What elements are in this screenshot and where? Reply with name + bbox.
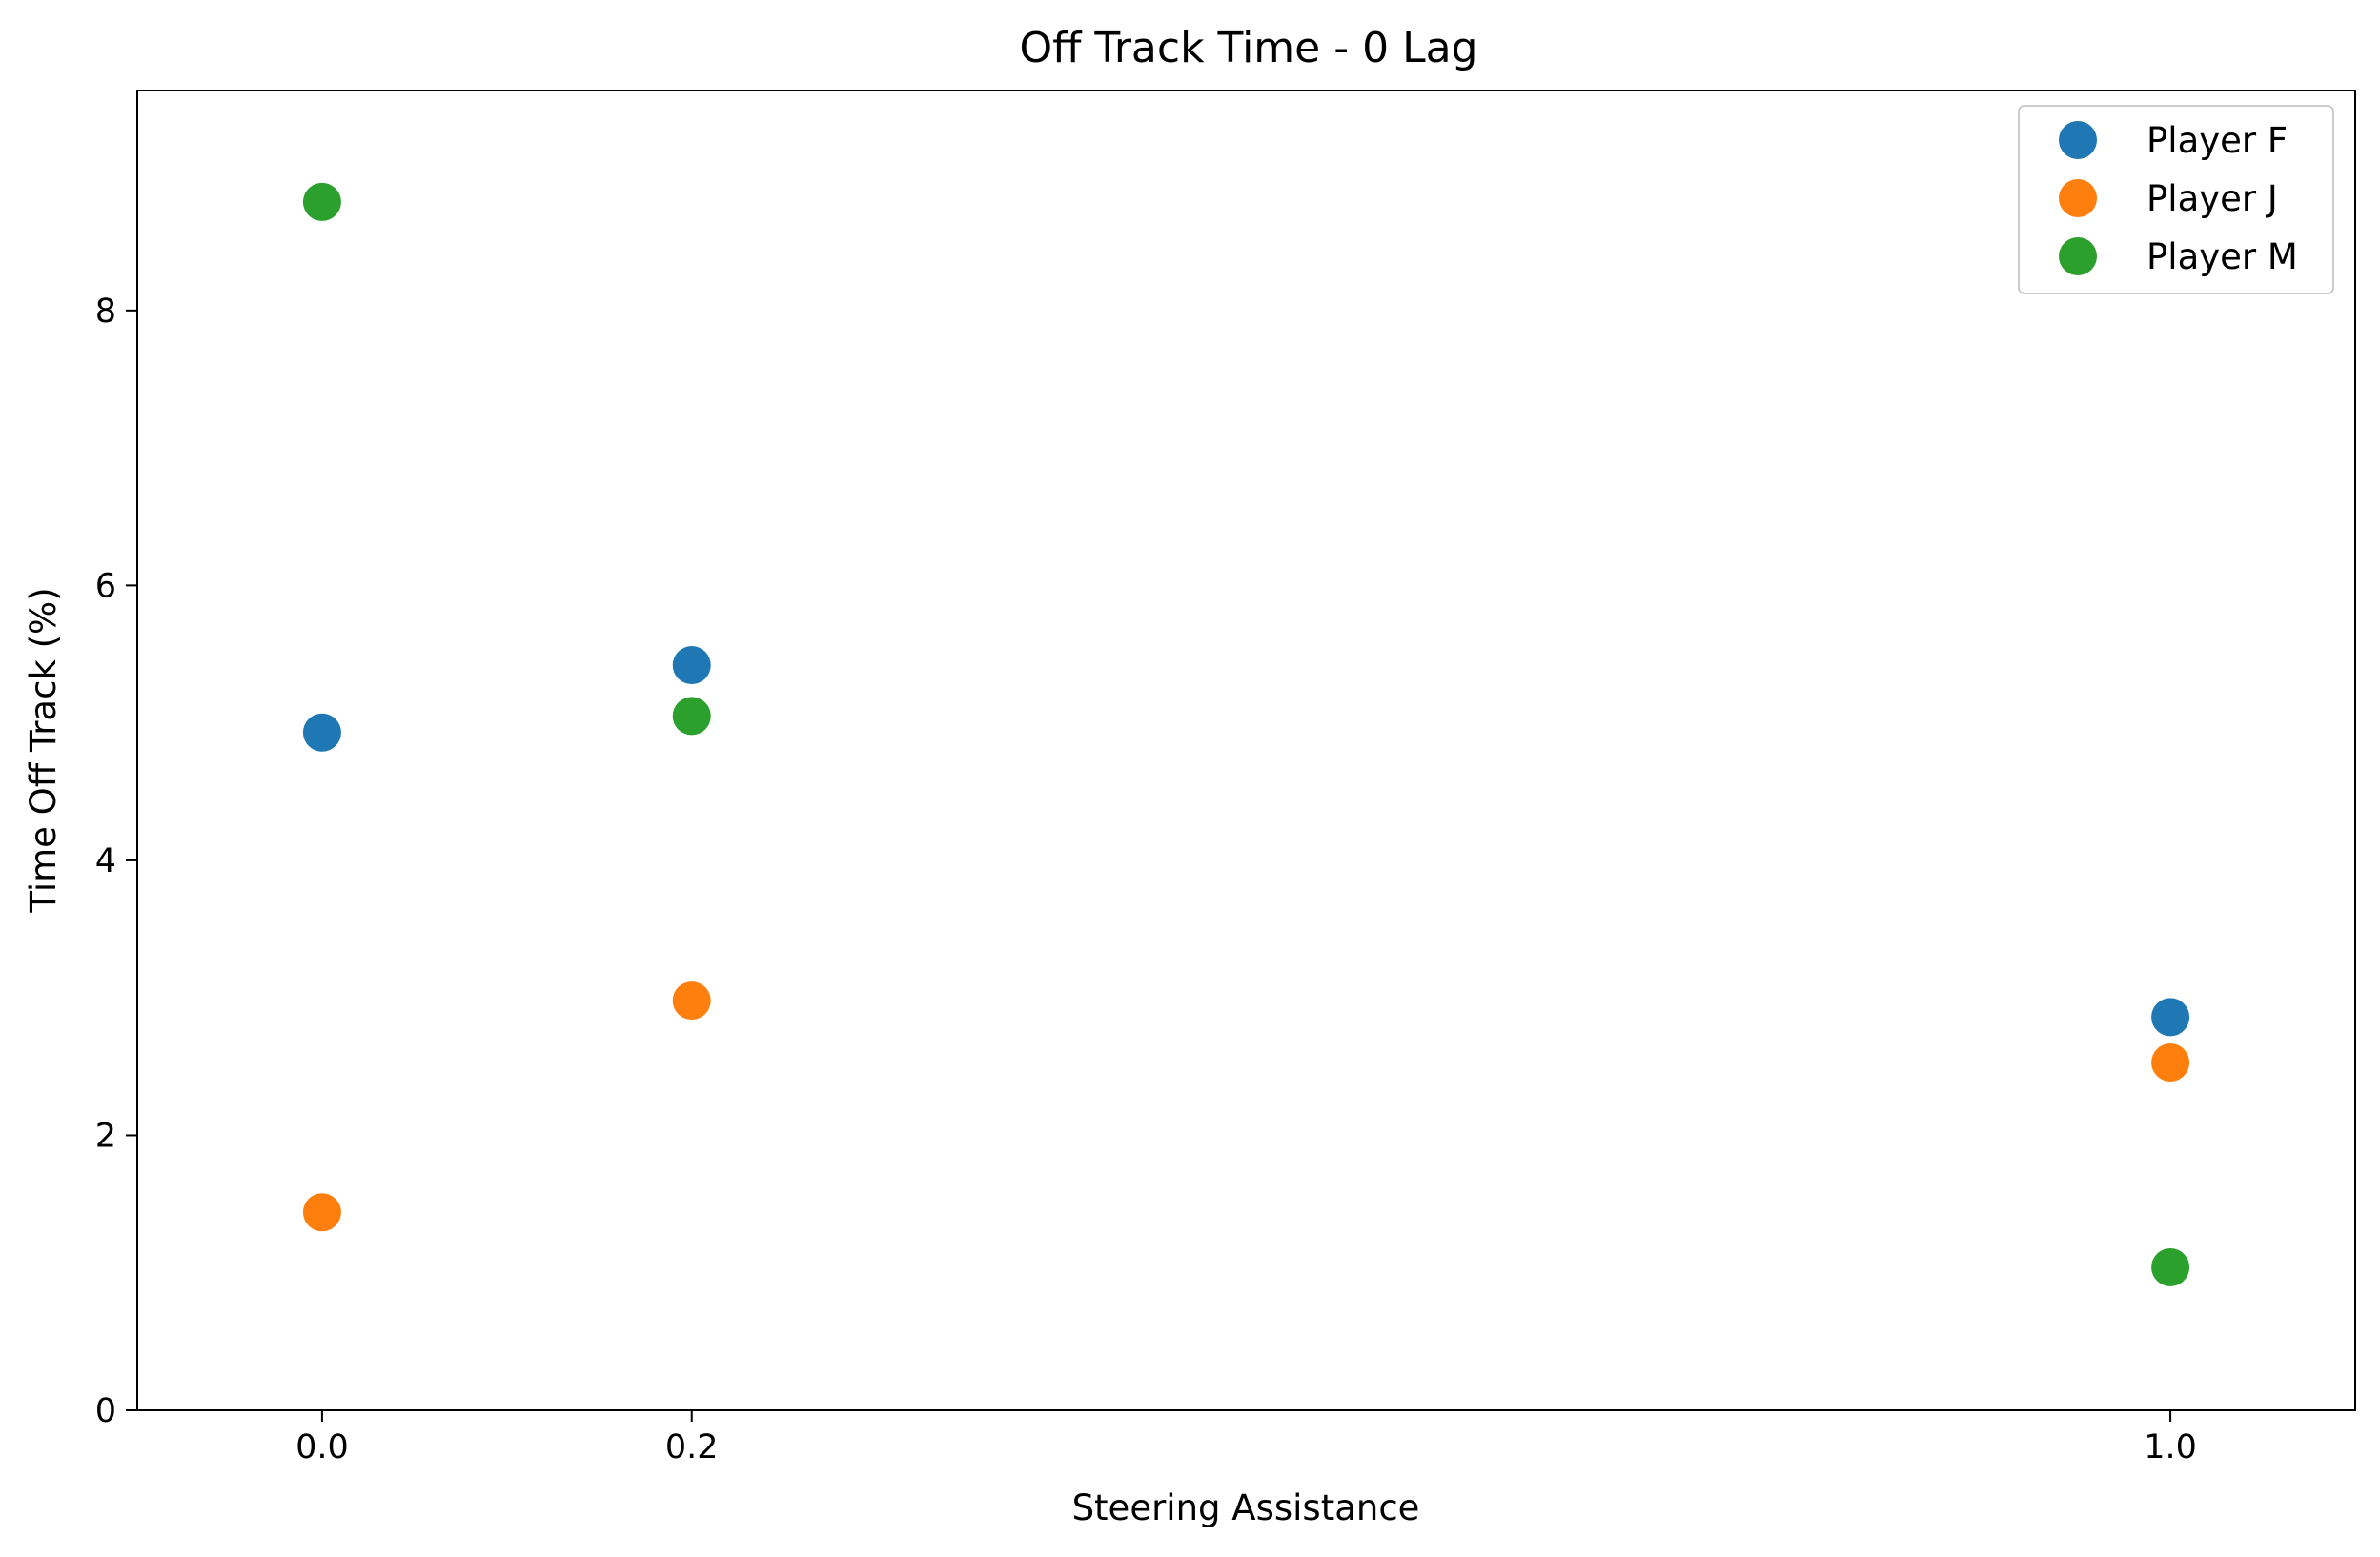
- legend-marker-player-j: [2059, 179, 2097, 217]
- legend-marker-player-m: [2059, 237, 2097, 275]
- y-tick-label: 4: [95, 842, 116, 880]
- data-point-player-m: [2151, 1247, 2190, 1286]
- legend-marker-player-f: [2059, 121, 2097, 159]
- x-tick-label: 0.0: [295, 1428, 349, 1466]
- legend: Player F Player J Player M: [2018, 105, 2334, 294]
- legend-label-player-j: Player J: [2146, 178, 2278, 219]
- y-axis-label: Time Off Track (%): [23, 587, 64, 913]
- x-axis-label: Steering Assistance: [1072, 1487, 1420, 1528]
- y-tick-label: 6: [95, 567, 116, 605]
- data-point-player-j: [2151, 1042, 2190, 1082]
- x-tick-label: 0.2: [665, 1428, 719, 1466]
- x-tick-label: 1.0: [2144, 1428, 2197, 1466]
- legend-label-player-m: Player M: [2146, 236, 2298, 277]
- chart-title: Off Track Time - 0 Lag: [1020, 24, 1478, 72]
- y-tick-label: 8: [95, 293, 116, 331]
- data-point-player-f: [302, 713, 341, 752]
- data-point-player-m: [302, 182, 341, 221]
- data-point-player-j: [672, 981, 711, 1021]
- data-point-player-j: [302, 1193, 341, 1232]
- data-point-player-m: [672, 697, 711, 736]
- data-point-player-f: [2151, 998, 2190, 1037]
- plot-area: [302, 182, 2190, 1286]
- y-tick-label: 0: [95, 1392, 116, 1430]
- y-axis-ticks: 0 2 4 6 8: [95, 293, 137, 1430]
- legend-box: [2018, 105, 2334, 294]
- axes-frame: [136, 90, 2356, 1411]
- legend-label-player-f: Player F: [2146, 120, 2288, 161]
- x-axis-ticks: 0.0 0.2 1.0: [295, 1410, 2197, 1466]
- data-point-player-f: [672, 646, 711, 685]
- y-tick-label: 2: [95, 1117, 116, 1155]
